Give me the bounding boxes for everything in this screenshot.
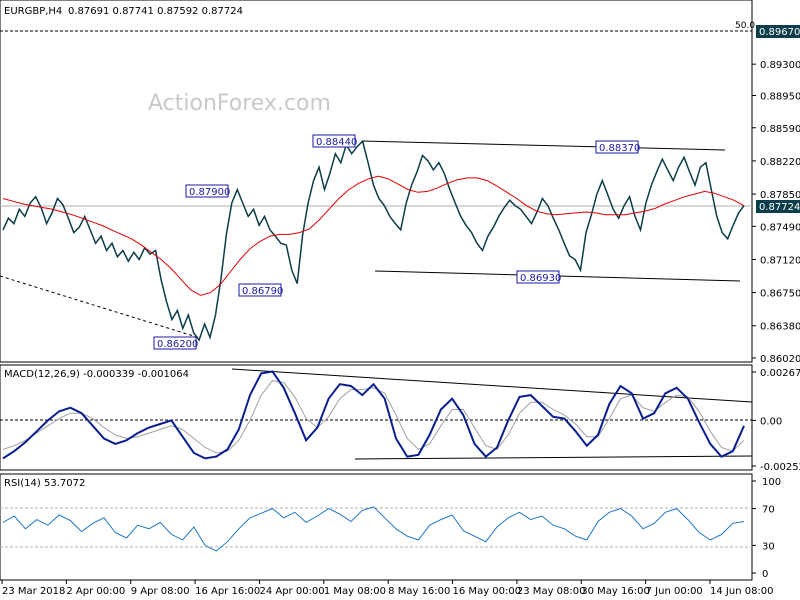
price-axis: 0.89300 0.88950 0.88590 0.88220 0.87850 0.874… [752, 60, 800, 365]
annotation-0.86200: 0.86200 [153, 336, 198, 350]
fib-price-label: 0.89670 [759, 27, 800, 38]
watermark: ActionForex.com [148, 91, 331, 116]
x-tick-label: 1 May 08:00 [324, 586, 386, 597]
rsi-tick-label: 0 [762, 569, 768, 580]
annotation-label: 0.87900 [189, 187, 230, 198]
price-tick-label: 0.87850 [760, 190, 800, 201]
price-tick-label: 0.86380 [760, 322, 800, 333]
annotation-0.88370: 0.88370 [595, 140, 640, 154]
price-series [2, 139, 745, 342]
macd-axis: 0.002675 0.00 -0.00252 [752, 368, 800, 473]
x-tick-label: 9 Apr 08:00 [131, 586, 190, 597]
rsi-tick-label: 70 [762, 505, 775, 516]
rsi-tick-label: 100 [762, 477, 781, 488]
current-price-tag: 0.87724 [756, 200, 800, 213]
x-tick-label: 7 Jun 00:00 [646, 586, 703, 597]
x-tick-label: 16 Apr 16:00 [195, 586, 260, 597]
symbol-label: EURGBP,H4 [4, 6, 62, 17]
rsi-series [2, 506, 745, 552]
rsi-title: RSI(14) 53.7072 [4, 478, 85, 489]
macd-series [2, 370, 745, 460]
signal-series [2, 380, 745, 454]
rsi-axis: 100 70 30 0 [752, 477, 781, 580]
rsi-panel [0, 473, 753, 581]
x-tick-label: 23 May 08:00 [517, 586, 586, 597]
annotation-label: 0.86200 [157, 339, 198, 350]
annotation-label: 0.88370 [599, 143, 640, 154]
price-tick-label: 0.88220 [760, 157, 800, 168]
price-tick-label: 0.88590 [760, 124, 800, 135]
fib-price-tag: 0.89670 [756, 25, 800, 38]
macd-tick-label: -0.00252 [760, 462, 800, 473]
annotation-label: 0.86790 [242, 286, 283, 297]
annotation-0.88440: 0.88440 [312, 134, 357, 148]
x-tick-label: 8 May 16:00 [388, 586, 450, 597]
x-tick-label: 23 Mar 2018 [2, 586, 65, 597]
price-tick-label: 0.87490 [760, 222, 800, 233]
macd-tick-label: 0.002675 [760, 368, 800, 379]
macd-panel [0, 364, 753, 471]
current-price-label: 0.87724 [759, 202, 800, 213]
annotation-0.87900: 0.87900 [185, 184, 230, 198]
upper-trendline [361, 140, 726, 151]
x-tick-label: 30 May 16:00 [581, 586, 650, 597]
x-tick-label: 14 Jun 08:00 [710, 586, 774, 597]
x-tick-label: 2 Apr 00:00 [66, 586, 125, 597]
annotation-0.86790: 0.86790 [238, 283, 283, 297]
annotation-label: 0.88440 [316, 137, 357, 148]
annotation-0.86930: 0.86930 [516, 270, 561, 284]
dashed-support-line [0, 275, 201, 339]
price-tick-label: 0.88950 [760, 92, 800, 103]
x-axis: 23 Mar 2018 2 Apr 00:00 9 Apr 08:00 16 Apr … [1, 580, 774, 597]
macd-upper-trendline [231, 368, 753, 403]
price-tick-label: 0.86750 [760, 289, 800, 300]
fib-50-label: 50.0 [735, 21, 755, 31]
x-tick-label: 16 May 00:00 [453, 586, 522, 597]
macd-title: MACD(12,26,9) -0.000339 -0.001064 [4, 369, 189, 380]
ma-series [2, 175, 745, 296]
ohlc-label: 0.87691 0.87741 0.87592 0.87724 [68, 6, 243, 17]
macd-lower-trendline [354, 455, 753, 460]
macd-tick-label: 0.00 [760, 416, 782, 427]
rsi-tick-label: 30 [762, 541, 775, 552]
annotation-label: 0.86930 [520, 273, 561, 284]
price-tick-label: 0.89300 [760, 60, 800, 71]
price-tick-label: 0.86020 [760, 354, 800, 365]
price-tick-label: 0.87120 [760, 255, 800, 266]
x-tick-label: 24 Apr 00:00 [259, 586, 324, 597]
price-panel [0, 0, 753, 363]
